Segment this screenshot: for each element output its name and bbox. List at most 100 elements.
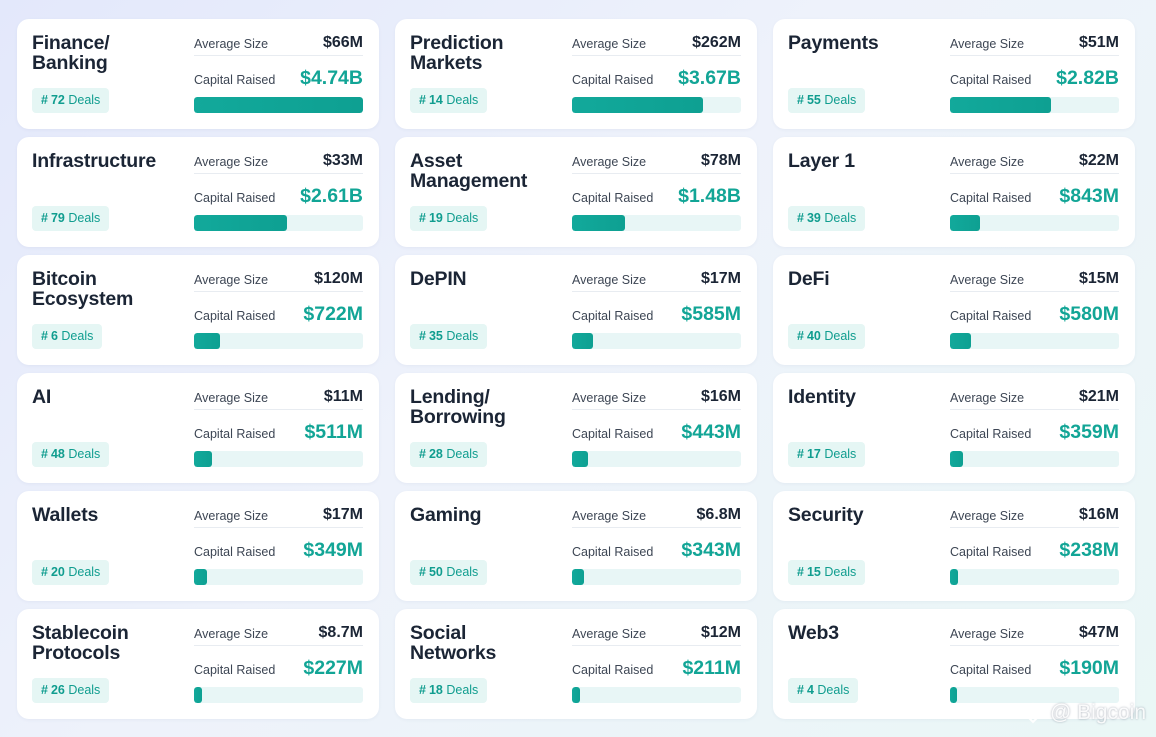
deals-label: Deals <box>446 565 479 579</box>
hash-icon: # <box>797 211 804 225</box>
capital-raised-row: Capital Raised $2.61B <box>194 185 363 211</box>
category-card-web3: Web3 #4 Deals Average Size $47M Capital … <box>773 609 1135 719</box>
capital-raised-row: Capital Raised $359M <box>950 421 1119 447</box>
capital-raised-row: Capital Raised $1.48B <box>572 185 741 211</box>
capital-bar-track <box>194 451 363 467</box>
category-title: Stablecoin Protocols <box>32 622 129 664</box>
capital-raised-value: $238M <box>1059 539 1119 561</box>
deals-badge: #15 Deals <box>788 560 866 585</box>
capital-raised-label: Capital Raised <box>572 427 654 441</box>
capital-raised-label: Capital Raised <box>572 545 654 559</box>
category-card-gaming: Gaming #50 Deals Average Size $6.8M Capi… <box>395 491 757 601</box>
capital-raised-label: Capital Raised <box>950 309 1032 323</box>
capital-bar-fill <box>194 569 207 585</box>
average-size-label: Average Size <box>950 391 1025 405</box>
capital-bar-fill <box>950 569 959 585</box>
average-size-value: $6.8M <box>696 506 741 523</box>
average-size-row: Average Size $51M <box>950 33 1119 56</box>
average-size-label: Average Size <box>194 155 269 169</box>
deals-count: 48 <box>50 447 65 461</box>
average-size-value: $51M <box>1078 34 1119 51</box>
deals-count: 18 <box>428 683 443 697</box>
category-card-defi: DeFi #40 Deals Average Size $15M Capital… <box>773 255 1135 365</box>
deals-label: Deals <box>824 565 857 579</box>
capital-bar-track <box>950 687 1119 703</box>
average-size-row: Average Size $15M <box>950 269 1119 292</box>
average-size-row: Average Size $16M <box>572 387 741 410</box>
deals-badge: #26 Deals <box>32 678 110 703</box>
category-title: Wallets <box>32 504 99 526</box>
capital-bar-fill <box>194 451 213 467</box>
bigcoin-logo-icon <box>1022 702 1044 724</box>
capital-raised-value: $2.61B <box>300 185 363 207</box>
capital-raised-value: $343M <box>681 539 741 561</box>
capital-raised-label: Capital Raised <box>572 191 654 205</box>
average-size-label: Average Size <box>950 37 1025 51</box>
capital-raised-value: $580M <box>1059 303 1119 325</box>
average-size-label: Average Size <box>572 391 647 405</box>
hash-icon: # <box>797 447 804 461</box>
average-size-value: $12M <box>700 624 741 641</box>
category-title: Gaming <box>410 504 482 526</box>
capital-bar-track <box>194 333 363 349</box>
average-size-label: Average Size <box>194 273 269 287</box>
hash-icon: # <box>419 211 426 225</box>
capital-raised-row: Capital Raised $349M <box>194 539 363 565</box>
capital-raised-label: Capital Raised <box>194 309 276 323</box>
category-card-ai: AI #48 Deals Average Size $11M Capital R… <box>17 373 379 483</box>
capital-raised-label: Capital Raised <box>950 427 1032 441</box>
average-size-row: Average Size $262M <box>572 33 741 56</box>
average-size-label: Average Size <box>572 627 647 641</box>
average-size-label: Average Size <box>950 509 1025 523</box>
capital-raised-label: Capital Raised <box>194 545 276 559</box>
average-size-row: Average Size $16M <box>950 505 1119 528</box>
deals-count: 17 <box>806 447 821 461</box>
deals-count: 35 <box>428 329 443 343</box>
capital-raised-row: Capital Raised $4.74B <box>194 67 363 93</box>
capital-raised-label: Capital Raised <box>950 191 1032 205</box>
deals-badge: #17 Deals <box>788 442 866 467</box>
average-size-row: Average Size $6.8M <box>572 505 741 528</box>
category-title: Lending/Borrowing <box>410 386 506 428</box>
capital-bar-fill <box>950 687 957 703</box>
capital-bar-track <box>572 97 741 113</box>
deals-badge: #50 Deals <box>410 560 488 585</box>
capital-bar-track <box>572 215 741 231</box>
deals-count: 14 <box>428 93 443 107</box>
average-size-value: $33M <box>322 152 363 169</box>
capital-raised-row: Capital Raised $227M <box>194 657 363 683</box>
capital-raised-label: Capital Raised <box>950 545 1032 559</box>
category-card-depin: DePIN #35 Deals Average Size $17M Capita… <box>395 255 757 365</box>
deals-badge: #20 Deals <box>32 560 110 585</box>
capital-bar-fill <box>194 97 363 113</box>
deals-label: Deals <box>446 329 479 343</box>
deals-label: Deals <box>824 93 857 107</box>
average-size-label: Average Size <box>194 627 269 641</box>
capital-raised-row: Capital Raised $585M <box>572 303 741 329</box>
deals-count: 20 <box>50 565 65 579</box>
capital-raised-row: Capital Raised $238M <box>950 539 1119 565</box>
average-size-row: Average Size $22M <box>950 151 1119 174</box>
category-card-bitcoin-ecosystem: Bitcoin Ecosystem #6 Deals Average Size $… <box>17 255 379 365</box>
average-size-row: Average Size $33M <box>194 151 363 174</box>
category-title: DeFi <box>788 268 830 290</box>
hash-icon: # <box>419 93 426 107</box>
capital-bar-fill <box>572 333 593 349</box>
average-size-value: $47M <box>1078 624 1119 641</box>
hash-icon: # <box>419 683 426 697</box>
capital-raised-row: Capital Raised $190M <box>950 657 1119 683</box>
category-card-prediction-markets: Prediction Markets #14 Deals Average Size… <box>395 19 757 129</box>
capital-raised-value: $843M <box>1059 185 1119 207</box>
capital-bar-fill <box>950 333 971 349</box>
average-size-row: Average Size $120M <box>194 269 363 292</box>
average-size-label: Average Size <box>194 37 269 51</box>
average-size-row: Average Size $17M <box>572 269 741 292</box>
deals-label: Deals <box>68 93 101 107</box>
deals-badge: #35 Deals <box>410 324 488 349</box>
category-title: Security <box>788 504 864 526</box>
average-size-value: $21M <box>1078 388 1119 405</box>
category-title: DePIN <box>410 268 467 290</box>
average-size-label: Average Size <box>950 273 1025 287</box>
deals-badge: #40 Deals <box>788 324 866 349</box>
capital-raised-value: $585M <box>681 303 741 325</box>
